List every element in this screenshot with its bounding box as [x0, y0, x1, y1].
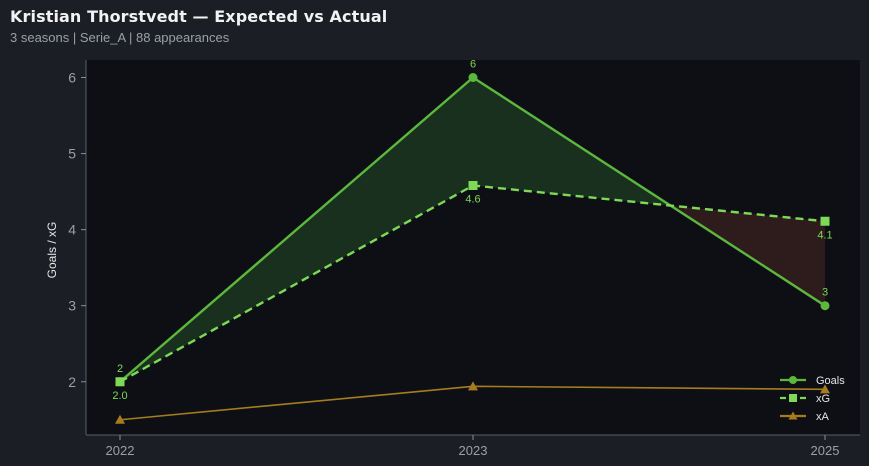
- x-tick-label: 2023: [459, 443, 488, 458]
- xg-point: [115, 377, 125, 387]
- legend-marker: [789, 394, 797, 402]
- legend-marker: [788, 411, 798, 420]
- goals-point: [468, 72, 478, 82]
- xg-data-label: 2.0: [112, 390, 127, 402]
- legend-label: xG: [816, 393, 830, 405]
- xa-point: [820, 384, 830, 394]
- xa-point: [115, 414, 125, 424]
- xg-data-label: 4.6: [465, 194, 480, 206]
- chart-subtitle: 3 seasons | Serie_A | 88 appearances: [10, 30, 230, 45]
- x-tick-label: 2025: [811, 443, 840, 458]
- goals-data-label: 3: [822, 287, 828, 299]
- legend-label: Goals: [816, 375, 845, 387]
- legend-marker: [789, 376, 797, 384]
- legend-label: xA: [816, 411, 830, 423]
- legend: Goals xG xA: [780, 375, 845, 423]
- x-tick-label: 2022: [106, 443, 135, 458]
- goals-data-label: 6: [470, 58, 476, 70]
- y-tick-label: 2: [68, 374, 76, 390]
- y-tick-label: 5: [68, 146, 76, 162]
- goals-point: [820, 301, 830, 311]
- xg-point: [468, 181, 478, 191]
- xg-point: [820, 216, 830, 226]
- xa-point: [468, 381, 478, 391]
- y-tick-label: 6: [68, 69, 76, 85]
- y-tick-label: 3: [68, 298, 76, 314]
- y-axis-label: Goals / xG: [45, 222, 59, 279]
- goals-data-label: 2: [117, 363, 123, 375]
- xg-data-label: 4.1: [817, 229, 832, 241]
- y-tick-label: 4: [68, 222, 76, 238]
- chart-title: Kristian Thorstvedt — Expected vs Actual: [10, 7, 388, 26]
